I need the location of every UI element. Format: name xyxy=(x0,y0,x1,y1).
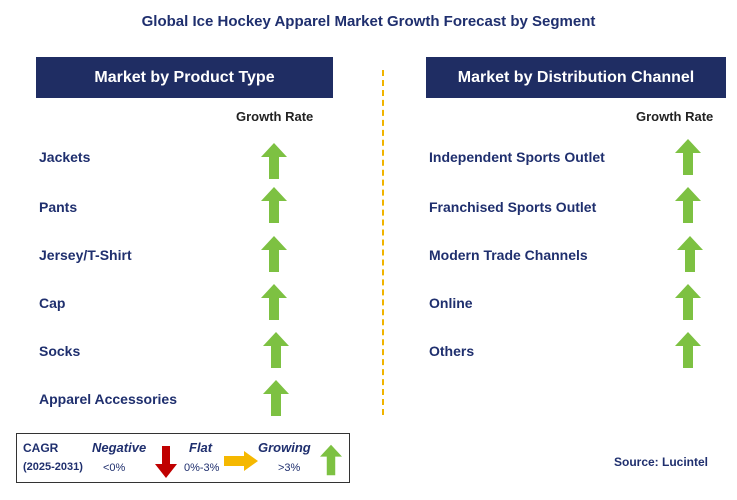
up-arrow-icon xyxy=(675,284,701,320)
product-row-label: Jackets xyxy=(39,149,91,165)
legend-flat-label: Flat xyxy=(189,440,213,455)
chart-title: Global Ice Hockey Apparel Market Growth … xyxy=(141,13,596,30)
product-row-label: Cap xyxy=(39,295,66,311)
product-type-header: Market by Product Type xyxy=(36,57,333,98)
cagr-legend: CAGR (2025-2031) Negative <0% Flat 0%-3%… xyxy=(16,433,350,483)
growth-rate-label-right: Growth Rate xyxy=(636,109,714,124)
growth-rate-label-left: Growth Rate xyxy=(236,109,314,124)
up-arrow-icon xyxy=(675,332,701,368)
legend-flat-range: 0%-3% xyxy=(184,462,220,474)
product-row-label: Pants xyxy=(39,199,78,215)
down-arrow-icon xyxy=(155,446,177,478)
source-note: Source: Lucintel xyxy=(614,455,709,469)
up-arrow-icon xyxy=(261,187,287,223)
up-arrow-icon xyxy=(675,139,701,175)
up-arrow-icon xyxy=(675,187,701,223)
channel-row-label: Others xyxy=(429,343,475,359)
channel-row-label: Independent Sports Outlet xyxy=(429,149,605,165)
legend-negative-range: <0% xyxy=(103,462,126,474)
up-arrow-icon xyxy=(263,332,289,368)
channel-row-label: Franchised Sports Outlet xyxy=(429,199,597,215)
legend-period: (2025-2031) xyxy=(23,461,83,473)
product-row-label: Apparel Accessories xyxy=(39,391,177,407)
up-arrow-icon xyxy=(320,444,342,476)
right-arrow-icon xyxy=(224,451,258,471)
legend-growing-label: Growing xyxy=(258,440,311,455)
distribution-channel-header: Market by Distribution Channel xyxy=(426,57,726,98)
up-arrow-icon xyxy=(261,284,287,320)
up-arrow-icon xyxy=(263,380,289,416)
legend-growing-range: >3% xyxy=(278,462,301,474)
legend-cagr-label: CAGR xyxy=(23,441,59,455)
channel-row-label: Modern Trade Channels xyxy=(429,247,588,263)
product-row-label: Socks xyxy=(39,343,81,359)
up-arrow-icon xyxy=(261,143,287,179)
channel-row-label: Online xyxy=(429,295,473,311)
up-arrow-icon xyxy=(677,236,703,272)
product-row-label: Jersey/T-Shirt xyxy=(39,247,132,263)
up-arrow-icon xyxy=(261,236,287,272)
center-divider xyxy=(382,70,384,415)
legend-negative-label: Negative xyxy=(92,440,147,455)
